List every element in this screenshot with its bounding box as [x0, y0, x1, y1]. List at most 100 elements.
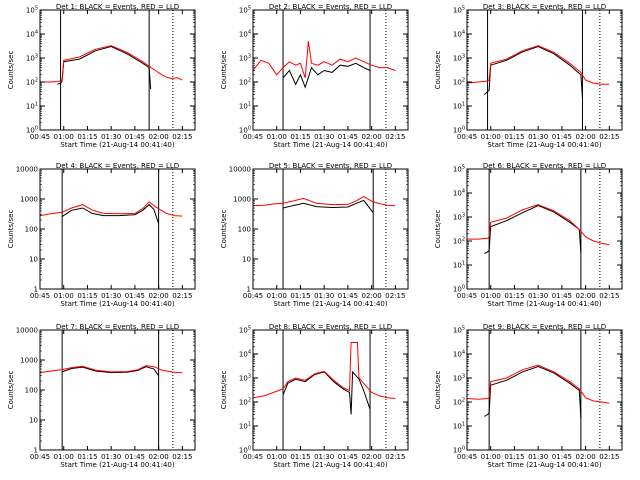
x-tick-label: 01:15 [77, 453, 97, 461]
y-tick-label: 100 [25, 387, 38, 395]
y-tick-label: 10 [29, 256, 38, 264]
x-tick-label: 01:30 [528, 453, 548, 461]
plot-frame [466, 9, 623, 131]
x-axis-label: Start Time (21-Aug-14 00:41:40) [273, 141, 387, 149]
x-axis-label: Start Time (21-Aug-14 00:41:40) [273, 461, 387, 469]
x-tick-label: 02:00 [576, 133, 596, 141]
chart-panel-7: Det 7: BLACK = Events, RED = LLD 00:45 01:… [7, 323, 196, 469]
x-tick-label: 01:15 [504, 133, 524, 141]
x-axis-label: Start Time (21-Aug-14 00:41:40) [60, 300, 174, 308]
y-axis-label: Counts/sec [434, 51, 442, 90]
x-tick-label: 02:00 [149, 292, 169, 300]
x-tick-label: 02:00 [362, 133, 382, 141]
y-tick-label: 104 [453, 189, 465, 198]
series-line-events [61, 203, 160, 224]
x-tick-label: 00:45 [457, 292, 477, 300]
y-tick-label: 100 [239, 126, 251, 135]
x-tick-label: 01:00 [54, 453, 74, 461]
x-tick-label: 01:00 [481, 133, 501, 141]
chart-title: Det 7: BLACK = Events, RED = LLD [56, 323, 179, 331]
x-tick-label: 01:15 [290, 292, 310, 300]
y-axis-label: Counts/sec [7, 210, 15, 249]
chart-title: Det 5: BLACK = Events, RED = LLD [269, 162, 392, 170]
plot-frame [466, 168, 623, 290]
y-tick-label: 104 [453, 30, 465, 39]
y-axis-label: Counts/sec [7, 371, 15, 410]
y-tick-label: 10 [29, 417, 38, 425]
x-tick-label: 01:00 [267, 453, 287, 461]
x-tick-label: 01:15 [290, 453, 310, 461]
series-line-lld [252, 41, 396, 78]
y-tick-label: 105 [453, 326, 465, 335]
chart-panel-4: Det 4: BLACK = Events, RED = LLD 00:45 01:… [7, 162, 196, 308]
plot-frame [252, 329, 409, 451]
x-tick-label: 01:30 [101, 453, 121, 461]
x-tick-label: 02:00 [149, 453, 169, 461]
x-tick-label: 02:15 [385, 453, 405, 461]
chart-title: Det 2: BLACK = Events, RED = LLD [269, 3, 392, 11]
x-tick-label: 01:00 [267, 133, 287, 141]
y-tick-label: 1000 [20, 196, 38, 204]
x-tick-label: 02:15 [172, 292, 192, 300]
plot-frame [252, 9, 409, 131]
series-line-events [484, 365, 582, 419]
y-tick-label: 105 [239, 326, 251, 335]
y-tick-label: 102 [453, 398, 465, 407]
chart-panel-6: Det 6: BLACK = Events, RED = LLD 00:45 01:… [434, 162, 623, 308]
x-tick-label: 01:00 [481, 292, 501, 300]
chart-panel-1: Det 1: BLACK = Events, RED = LLD 00:45 01:… [7, 3, 196, 149]
y-tick-label: 10 [242, 256, 251, 264]
x-tick-label: 01:45 [552, 133, 572, 141]
y-tick-label: 100 [453, 446, 465, 455]
y-tick-label: 100 [238, 226, 251, 234]
chart-title: Det 6: BLACK = Events, RED = LLD [483, 162, 606, 170]
x-tick-label: 01:30 [314, 453, 334, 461]
y-tick-label: 10000 [229, 166, 251, 174]
y-tick-label: 105 [26, 6, 38, 15]
series-line-events [61, 366, 160, 376]
chart-title: Det 9: BLACK = Events, RED = LLD [483, 323, 606, 331]
y-tick-label: 100 [25, 226, 38, 234]
x-tick-label: 01:15 [290, 133, 310, 141]
x-axis-label: Start Time (21-Aug-14 00:41:40) [487, 461, 601, 469]
x-tick-label: 00:45 [243, 453, 263, 461]
x-tick-label: 02:00 [576, 292, 596, 300]
y-tick-label: 102 [239, 398, 251, 407]
x-tick-label: 00:45 [243, 133, 263, 141]
series-line-lld [39, 201, 183, 217]
y-tick-label: 104 [239, 30, 251, 39]
chart-panel-2: Det 2: BLACK = Events, RED = LLD 00:45 01:… [220, 3, 409, 149]
x-tick-label: 00:45 [457, 133, 477, 141]
x-tick-label: 02:15 [385, 292, 405, 300]
x-tick-label: 02:15 [172, 133, 192, 141]
x-tick-label: 01:30 [528, 292, 548, 300]
x-tick-label: 01:30 [314, 133, 334, 141]
x-tick-label: 02:00 [576, 453, 596, 461]
x-tick-label: 00:45 [30, 133, 50, 141]
series-line-lld [466, 45, 610, 85]
y-tick-label: 101 [239, 422, 251, 431]
x-tick-label: 01:30 [528, 133, 548, 141]
x-tick-label: 01:00 [54, 133, 74, 141]
y-tick-label: 103 [239, 54, 251, 63]
y-tick-label: 102 [453, 237, 465, 246]
y-tick-label: 1 [34, 286, 38, 294]
y-tick-label: 10000 [16, 166, 38, 174]
y-tick-label: 102 [239, 78, 251, 87]
x-tick-label: 01:45 [552, 453, 572, 461]
x-axis-label: Start Time (21-Aug-14 00:41:40) [487, 300, 601, 308]
y-tick-label: 103 [453, 374, 465, 383]
y-axis-label: Counts/sec [434, 371, 442, 410]
series-line-events [484, 204, 582, 254]
x-tick-label: 02:15 [599, 292, 619, 300]
y-tick-label: 102 [453, 78, 465, 87]
x-tick-label: 02:00 [362, 453, 382, 461]
x-tick-label: 01:45 [125, 453, 145, 461]
x-axis-label: Start Time (21-Aug-14 00:41:40) [273, 300, 387, 308]
y-tick-label: 100 [453, 126, 465, 135]
x-tick-label: 01:45 [338, 292, 358, 300]
series-line-events [484, 45, 583, 99]
series-line-lld [252, 342, 396, 399]
x-tick-label: 01:15 [77, 133, 97, 141]
y-axis-label: Counts/sec [220, 51, 228, 90]
